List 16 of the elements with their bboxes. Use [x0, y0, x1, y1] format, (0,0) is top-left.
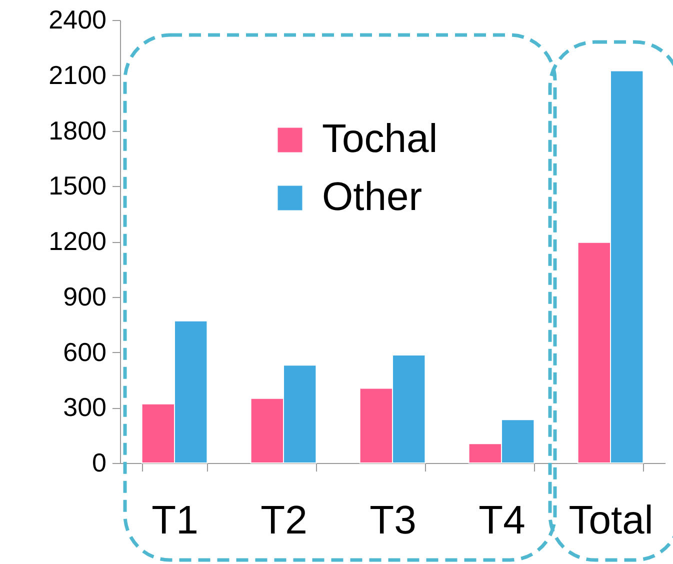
x-tick-label: T1 — [152, 498, 198, 542]
y-tick-label: 1500 — [48, 170, 106, 201]
y-tick-label: 0 — [92, 448, 106, 478]
x-tick-label: T3 — [370, 498, 416, 542]
y-tick-label: 300 — [63, 392, 106, 422]
y-tick-label: 900 — [63, 281, 106, 312]
x-tick-label: Total — [568, 498, 654, 542]
legend-label: Other — [322, 175, 422, 219]
y-tick-label: 600 — [63, 336, 106, 367]
y-tick-label: 1800 — [48, 115, 106, 146]
y-tick-label: 2100 — [48, 60, 106, 90]
x-tick-label: T2 — [260, 498, 308, 542]
y-tick-label: 2400 — [48, 4, 106, 34]
x-tick-label: T4 — [478, 498, 526, 542]
legend-label: Tochal — [322, 117, 438, 161]
y-tick-label: 1200 — [48, 226, 106, 256]
